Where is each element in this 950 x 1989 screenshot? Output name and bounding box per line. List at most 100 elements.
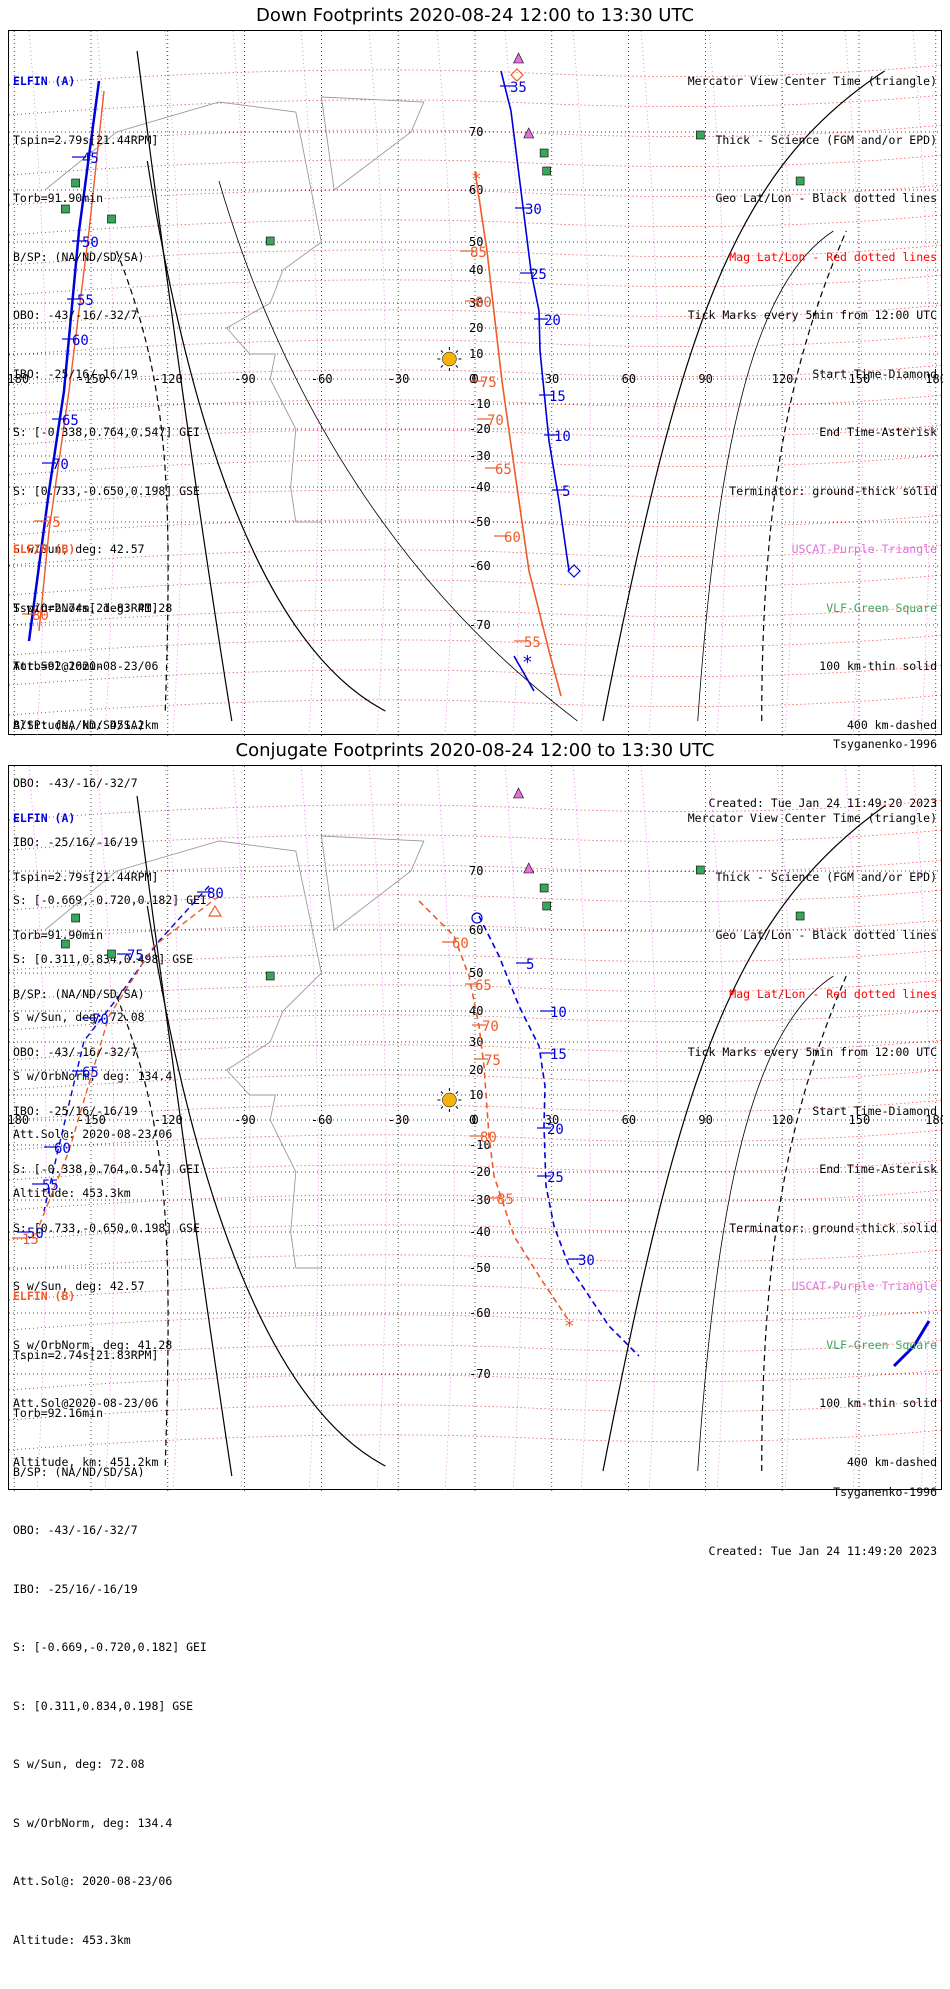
sc-b-info: ELFIN (B) Tspin=2.74s[21.83RPM] Torb=92.… xyxy=(13,501,207,1242)
sc-a-line: B/SP: (NA/ND/SD/SA) xyxy=(13,986,145,1001)
sc-a-line: Att.Sol@2020-08-23/06 xyxy=(13,1396,159,1410)
sc-a-line: Tspin=2.79s[21.44RPM] xyxy=(13,869,159,884)
lat-tick-label: -70 xyxy=(469,1367,491,1381)
sc-a-tick-label: 30 xyxy=(578,1253,595,1269)
lat-tick-label: 0 xyxy=(469,1113,476,1127)
sc-b-tick-label: 70 xyxy=(482,1019,499,1035)
lon-tick-label: 60 xyxy=(622,372,636,386)
lat-tick-label: 40 xyxy=(469,1004,483,1018)
sc-a-line: Altitude, km: 451.2km xyxy=(13,717,159,732)
terminator-400km xyxy=(116,995,169,1467)
sc-a-left-label: 60 xyxy=(54,1141,71,1157)
legend-mag: Mag Lat/Lon - Red dotted lines xyxy=(729,986,937,1001)
lon-tick-label: 30 xyxy=(545,1113,559,1127)
lat-tick-label: -50 xyxy=(469,1261,491,1275)
end-asterisk-icon: * xyxy=(522,652,533,673)
sc-a-left-label: 60 xyxy=(72,333,89,349)
terminator-ground xyxy=(136,795,233,1477)
sc-a-left-label: 50 xyxy=(27,1226,44,1242)
start-diamond-icon xyxy=(567,564,581,578)
legend-start: Start Time-Diamond xyxy=(812,366,937,381)
lat-tick-label: 60 xyxy=(469,923,483,937)
sun-ray xyxy=(440,365,444,368)
vlf-station-icon xyxy=(265,971,275,981)
vlf-station-icon xyxy=(542,901,551,911)
sc-a-left-label: 65 xyxy=(82,1065,99,1081)
lon-tick-label: 180 xyxy=(925,1113,943,1127)
mag-lon-line xyxy=(368,31,387,736)
terminator-400km xyxy=(761,975,847,1472)
sc-a-left-label: 65 xyxy=(62,413,79,429)
uscat-triangle-icon xyxy=(523,862,535,874)
terminator-ground xyxy=(602,70,885,722)
sc-b-line: Att.Sol@: 2020-08-23/06 xyxy=(13,1874,173,1888)
sc-b-name: ELFIN (B) xyxy=(13,1289,76,1303)
lon-tick-label: -30 xyxy=(388,372,410,386)
sc-a-line: Att.Sol@2020-08-23/06 xyxy=(13,659,159,673)
down-footprints-map: -180 -150 -120 -90 -60 -30 0 30 60 90 120 150 180 70 6… xyxy=(9,31,943,736)
sc-b-left-label: 80 xyxy=(32,608,49,624)
mag-lon-line xyxy=(572,31,591,736)
mag-lon-line xyxy=(572,766,591,1491)
sc-b-tick-label: 85 xyxy=(497,1192,514,1208)
vlf-station-icon xyxy=(107,214,116,224)
sc-a-science-track xyxy=(892,1320,931,1368)
vlf-station-icon xyxy=(265,236,275,246)
sun-ray xyxy=(455,350,459,353)
sc-a-tick-label: 20 xyxy=(544,313,561,329)
lon-tick-label: 90 xyxy=(698,1113,712,1127)
legend-terminator: Terminator: ground-thick solid xyxy=(729,483,937,498)
sc-b-left-track xyxy=(38,90,105,632)
sc-b-line: S: [0.311,0.834,0.198] GSE xyxy=(13,1698,194,1713)
legend-terminator: Terminator: ground-thick solid xyxy=(729,1220,937,1235)
sc-b-track xyxy=(474,170,562,697)
lon-tick-label: 0 xyxy=(472,372,479,386)
lon-tick-label: 60 xyxy=(622,1113,636,1127)
legend-mag: Mag Lat/Lon - Red dotted lines xyxy=(729,249,937,264)
sc-b-line: OBO: -43/-16/-32/7 xyxy=(13,1523,138,1537)
sc-b-line: S: [-0.669,-0.720,0.182] GEI xyxy=(13,893,207,907)
lat-tick-label: -20 xyxy=(469,422,491,436)
sc-a-tick-label: 5 xyxy=(526,957,534,973)
lat-tick-label: 60 xyxy=(469,183,483,197)
lat-tick-label: -10 xyxy=(469,397,491,411)
mag-lon-line xyxy=(436,766,455,1491)
vlf-station-icon xyxy=(795,911,805,921)
sc-a-tick-label: 15 xyxy=(550,1047,567,1063)
mag-lon-line xyxy=(504,31,523,736)
lon-tick-label: -60 xyxy=(311,372,333,386)
sc-a-line: S: [-0.338,0.764,0.547] GEI xyxy=(13,425,200,439)
legend-400km: 400 km-dashed xyxy=(846,1454,937,1469)
lat-tick-label: 20 xyxy=(469,1063,483,1077)
uscat-triangle-icon xyxy=(523,127,535,139)
lon-tick-label: 120 xyxy=(772,372,794,386)
sc-a-line: IBO: -25/16/-16/19 xyxy=(13,366,138,381)
sun-ray xyxy=(440,350,444,353)
start-asterisk-icon: * xyxy=(471,169,482,190)
sc-a-left-label: 75 xyxy=(127,948,144,964)
sc-b-tick-label: 75 xyxy=(480,375,497,391)
sc-a-info: ELFIN (A) Tspin=2.79s[21.44RPM] Torb=91.… xyxy=(13,33,200,774)
sc-a-science-track xyxy=(27,80,101,642)
americas-outline xyxy=(44,840,322,1269)
sc-a-left-track xyxy=(43,885,210,1212)
terminator-100km xyxy=(218,180,578,722)
sc-a-tick-label: 20 xyxy=(547,1122,564,1138)
legend-100km: 100 km-thin solid xyxy=(819,659,937,673)
lat-tick-label: -40 xyxy=(469,1225,491,1239)
model-label: Tsyganenko-1996 xyxy=(833,1485,937,1499)
legend-start: Start Time-Diamond xyxy=(812,1103,937,1118)
legend-400km: 400 km-dashed xyxy=(846,717,937,732)
terminator-400km xyxy=(116,250,169,712)
vlf-station-icon xyxy=(71,178,80,188)
sc-a-left-label: 80 xyxy=(207,886,224,902)
mag-lon-line xyxy=(300,31,319,736)
sc-b-tick-label: 85 xyxy=(470,245,487,261)
lat-tick-label: 10 xyxy=(469,1088,483,1102)
sc-a-line: Tspin=2.79s[21.44RPM] xyxy=(13,132,159,147)
model-label: Tsyganenko-1996 xyxy=(833,737,937,751)
mag-lon-line xyxy=(640,766,659,1491)
created-timestamp: Created: Tue Jan 24 11:49:20 2023 xyxy=(708,1543,937,1558)
mag-lon-line xyxy=(912,31,931,736)
terminator-ground xyxy=(146,905,386,1467)
